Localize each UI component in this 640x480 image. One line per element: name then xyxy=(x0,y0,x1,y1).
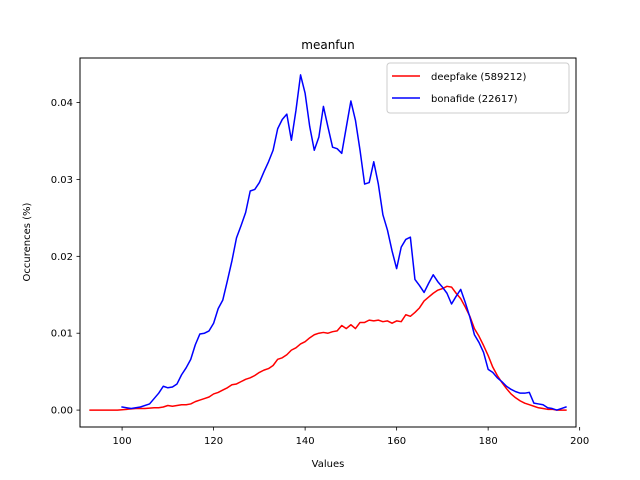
data-layer xyxy=(89,74,567,411)
legend-box xyxy=(386,62,570,114)
x-tick-label: 180 xyxy=(479,436,498,447)
legend-label-1: deepfake (589212) xyxy=(431,72,526,83)
series-line-2 xyxy=(121,74,567,411)
x-tick-label: 140 xyxy=(296,436,315,447)
y-tick-label: 0.00 xyxy=(51,406,73,417)
y-tick-label: 0.02 xyxy=(51,252,73,263)
x-tick-label: 160 xyxy=(387,436,406,447)
chart-title: meanfun xyxy=(301,38,354,52)
x-tick-label: 200 xyxy=(570,436,589,447)
y-axis-title: Occurences (%) xyxy=(22,202,33,281)
y-axis: 0.00 0.01 0.02 0.03 0.04 xyxy=(51,98,80,417)
x-tick-label: 100 xyxy=(113,436,132,447)
series-line-1 xyxy=(89,285,567,411)
legend-label-2: bonafide (22617) xyxy=(431,94,518,105)
x-tick-label: 120 xyxy=(204,436,223,447)
y-tick-label: 0.03 xyxy=(51,175,73,186)
y-tick-label: 0.01 xyxy=(51,329,73,340)
x-axis: 100 120 140 160 180 200 xyxy=(113,427,589,447)
x-axis-title: Values xyxy=(312,459,345,470)
plot-frame xyxy=(79,57,577,428)
legend: deepfake (589212) bonafide (22617) xyxy=(386,62,570,114)
y-tick-label: 0.04 xyxy=(51,98,73,109)
